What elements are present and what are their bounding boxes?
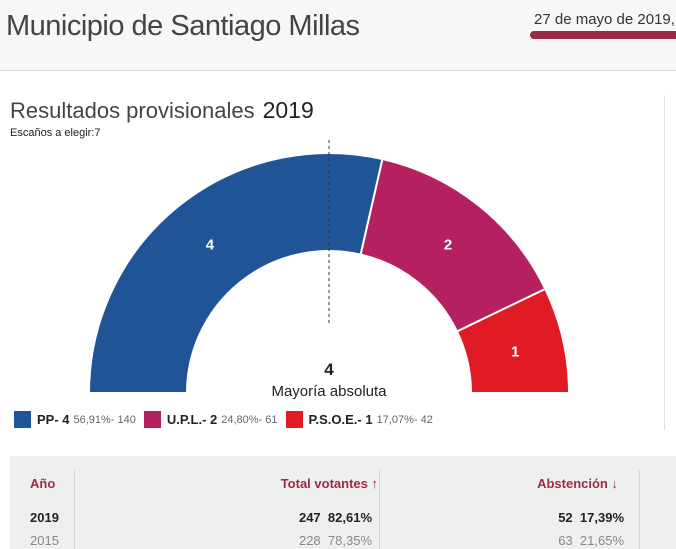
row-2019-abstention: 52 17,39%: [558, 510, 624, 525]
abstention-pct: 21,65%: [579, 533, 624, 548]
legend-swatch: [285, 411, 303, 428]
segment-seat-label: 1: [511, 343, 519, 360]
header-total-voters[interactable]: Total votantes ↑: [281, 476, 378, 491]
legend-party: U.P.L.- 2: [166, 412, 218, 427]
seats-label: Escaños a elegir:7: [10, 127, 101, 139]
hemicycle-segment-pp[interactable]: [87, 152, 384, 394]
header-total-voters-label: Total votantes: [280, 476, 368, 491]
header-abstention-label: Abstención: [537, 476, 608, 491]
voters-count: 228: [298, 533, 321, 548]
row-2019-voters: 247 82,61%: [299, 510, 372, 525]
legend-party: PP- 4: [37, 412, 70, 427]
row-2015-year: 2015: [30, 533, 59, 548]
results-heading-text: Resultados provisionales: [10, 98, 255, 123]
hemicycle-segment-upl[interactable]: [359, 157, 547, 333]
chart-legend: PP- 4 56,91%- 140 U.P.L.- 2 24,80%- 61 P.S.O…: [14, 411, 441, 428]
abstention-count: 63: [558, 533, 573, 548]
hemicycle-segment-psoe[interactable]: [455, 287, 571, 394]
majority-label: Mayoría absoluta: [271, 383, 387, 400]
header-year[interactable]: Año: [30, 476, 56, 491]
column-divider: [379, 470, 380, 549]
legend-item[interactable]: U.P.L.- 2 24,80%- 61: [143, 411, 286, 428]
arrow-up-icon: ↑: [371, 476, 379, 491]
abstention-pct: 17,39%: [579, 510, 624, 525]
header-abstention[interactable]: Abstención ↓: [537, 476, 618, 491]
legend-party: P.S.O.E.- 1: [308, 412, 373, 427]
column-divider: [639, 470, 640, 549]
segment-seat-label: 4: [206, 237, 215, 254]
legend-swatch: [14, 411, 31, 428]
segment-seat-label: 2: [444, 237, 452, 254]
legend-detail: 17,07%- 42: [376, 413, 433, 426]
divider: [664, 95, 665, 430]
legend-swatch: [143, 411, 161, 428]
column-divider: [74, 470, 75, 549]
row-2015-voters: 228 78,35%: [299, 533, 372, 548]
arrow-down-icon: ↓: [611, 476, 619, 491]
legend-item[interactable]: PP- 4 56,91%- 140: [14, 411, 144, 428]
majority-value: 4: [324, 360, 334, 379]
hemicycle-chart: 4 Mayoría absoluta 4 2 1: [87, 140, 571, 400]
row-2019-year: 2019: [30, 510, 59, 525]
row-2015-abstention: 63 21,65%: [558, 533, 624, 548]
participation-table: Año Total votantes ↑ Abstención ↓ 2019 2…: [10, 456, 676, 549]
page-header: Municipio de Santiago Millas 27 de mayo …: [0, 0, 676, 71]
date-underline: [530, 31, 676, 39]
voters-pct: 82,61%: [327, 510, 372, 525]
results-heading: Resultados provisionales 2019: [10, 97, 314, 124]
legend-detail: 24,80%- 61: [221, 413, 278, 426]
results-year: 2019: [262, 97, 314, 123]
abstention-count: 52: [558, 510, 573, 525]
legend-item[interactable]: P.S.O.E.- 1 17,07%- 42: [285, 411, 441, 428]
voters-pct: 78,35%: [327, 533, 372, 548]
page-title: Municipio de Santiago Millas: [6, 10, 360, 42]
legend-detail: 56,91%- 140: [73, 413, 136, 426]
date-label: 27 de mayo de 2019,: [534, 11, 675, 28]
voters-count: 247: [298, 510, 321, 525]
